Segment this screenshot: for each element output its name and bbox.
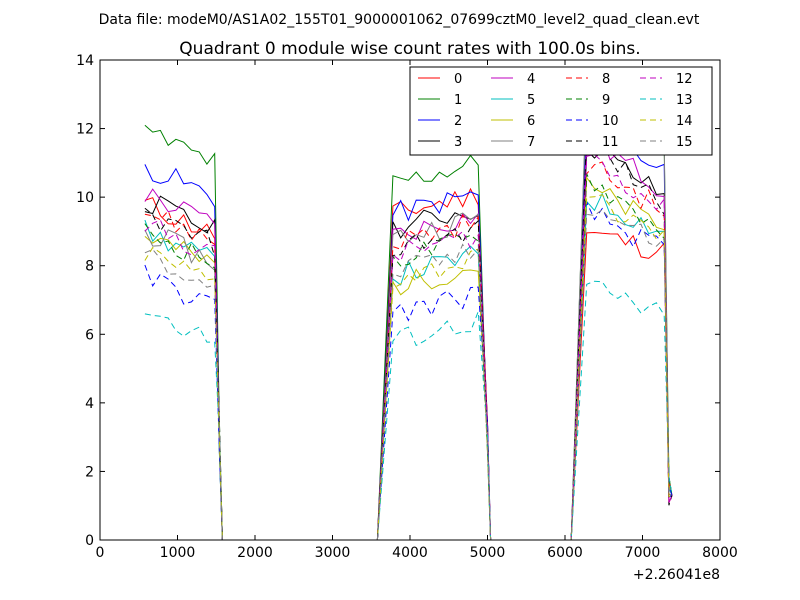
plot-lines: [144, 75, 673, 541]
x-tick-label: 0: [96, 545, 105, 561]
legend-label-14: 14: [676, 114, 693, 129]
legend-frame: [409, 66, 713, 156]
series-line-14: [144, 194, 673, 541]
y-tick-label: 4: [85, 396, 94, 412]
legend-label-9: 9: [602, 93, 610, 108]
legend-label-0: 0: [454, 72, 462, 87]
legend-label-11: 11: [602, 135, 619, 150]
series-line-12: [144, 153, 673, 541]
legend-label-4: 4: [527, 72, 535, 87]
x-tick-label: 2000: [237, 545, 273, 561]
y-tick-label: 0: [85, 533, 94, 549]
y-tick-label: 6: [85, 327, 94, 343]
y-tick-label: 10: [76, 190, 94, 206]
x-offset-label: +2.26041e8: [633, 567, 720, 583]
legend-label-2: 2: [454, 114, 462, 129]
legend-label-6: 6: [527, 114, 535, 129]
x-tick-label: 7000: [625, 545, 661, 561]
figure-suptitle: Data file: modeM0/AS1A02_155T01_90000010…: [99, 12, 700, 28]
x-tick-label: 8000: [702, 545, 738, 561]
series-line-8: [144, 161, 673, 541]
series-line-6: [144, 176, 673, 541]
x-tick-label: 3000: [315, 545, 351, 561]
y-tick-label: 8: [85, 259, 94, 275]
y-tick-label: 14: [76, 53, 94, 69]
x-tick-label: 1000: [160, 545, 196, 561]
legend-label-7: 7: [527, 135, 535, 150]
series-line-10: [144, 201, 673, 541]
x-tick-label: 4000: [392, 545, 428, 561]
chart-title: Quadrant 0 module wise count rates with …: [179, 39, 640, 59]
legend-label-13: 13: [676, 93, 693, 108]
axis-ticks: 0 1000 2000 3000 4000 5000 6000 7000 80000246810…: [76, 53, 738, 561]
y-tick-label: 2: [85, 464, 94, 480]
y-tick-label: 12: [76, 122, 94, 138]
legend-label-10: 10: [602, 114, 619, 129]
legend-label-5: 5: [527, 93, 535, 108]
legend-label-15: 15: [676, 135, 693, 150]
series-line-3: [144, 149, 673, 541]
legend-label-8: 8: [602, 72, 610, 87]
legend-label-12: 12: [676, 72, 693, 87]
series-line-5: [144, 192, 673, 541]
series-line-13: [144, 280, 673, 541]
series-line-0: [144, 187, 673, 541]
legend-label-1: 1: [454, 93, 462, 108]
series-line-4: [144, 134, 673, 541]
series-line-15: [144, 208, 673, 541]
legend-label-3: 3: [454, 135, 462, 150]
series-line-11: [144, 132, 673, 541]
x-tick-label: 5000: [470, 545, 506, 561]
x-tick-label: 6000: [547, 545, 583, 561]
